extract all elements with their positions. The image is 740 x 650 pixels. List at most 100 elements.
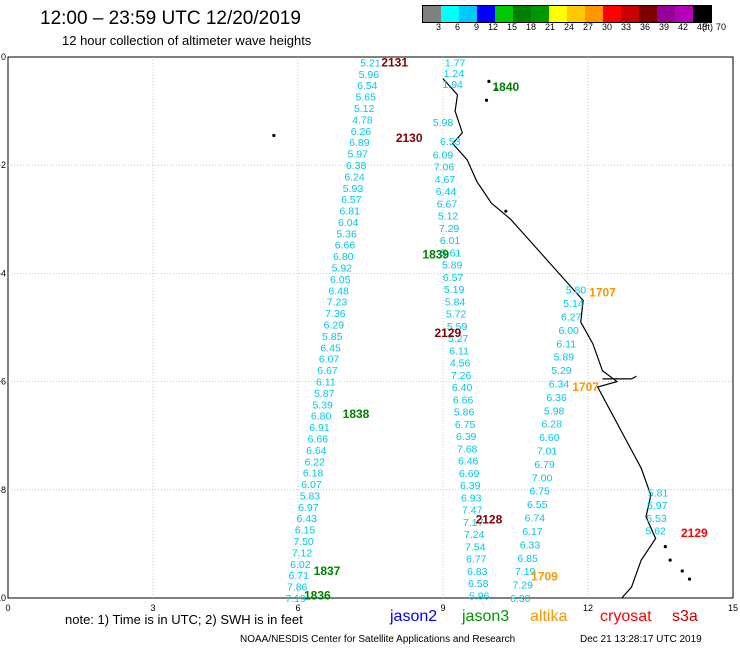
wave-height-value: 6.27 (561, 311, 582, 323)
wave-height-value: 7.19 (515, 566, 536, 578)
wave-height-value: 6.36 (546, 392, 567, 404)
y-tick-label: -8 (0, 485, 6, 495)
wave-height-value: 6.74 (525, 513, 546, 525)
wave-height-value: 7.24 (464, 529, 485, 541)
legend-label: 21 (544, 22, 555, 32)
wave-height-value: 6.69 (459, 468, 480, 480)
legend-label: 70 (715, 22, 726, 32)
wave-height-value: 6.17 (522, 526, 543, 538)
legend-label: 18 (525, 22, 536, 32)
wave-height-value: 6.71 (289, 570, 310, 582)
pass-number-label: 1840 (492, 80, 519, 94)
wave-height-value: 6.01 (440, 235, 461, 247)
wave-height-value: 4.67 (435, 174, 456, 186)
legend-label: 24 (563, 22, 574, 32)
legend-label: 30 (601, 22, 612, 32)
wave-height-value: 5.84 (445, 296, 466, 308)
wave-height-value: 6.00 (558, 325, 579, 337)
y-tick-label: 0 (1, 52, 6, 62)
pass-number-label: 2130 (396, 131, 423, 145)
wave-height-value: 7.68 (457, 443, 478, 455)
legend-swatch (441, 6, 459, 22)
wave-height-value: 6.80 (333, 251, 354, 263)
wave-height-value: 6.09 (433, 149, 454, 161)
wave-height-value: 6.28 (542, 419, 563, 431)
legend-swatch (423, 6, 441, 22)
wave-height-value: 7.06 (434, 162, 455, 174)
wave-height-value: 5.98 (433, 117, 454, 129)
color-legend-bar (422, 5, 712, 23)
wave-height-value: 5.97 (348, 149, 369, 161)
wave-height-value: 6.22 (304, 456, 325, 468)
legend-label: 36 (639, 22, 650, 32)
wave-height-value: 6.93 (461, 492, 482, 504)
wave-height-value: 6.80 (311, 411, 332, 423)
wave-height-value: 5.89 (554, 352, 575, 364)
island-marker (680, 569, 684, 573)
wave-height-value: 7.00 (532, 472, 553, 484)
wave-height-value: 6.75 (529, 486, 550, 498)
legend-swatch (693, 6, 711, 22)
legend-label: 9 (473, 22, 479, 32)
wave-height-value: 7.01 (537, 446, 558, 458)
legend-label: 39 (658, 22, 669, 32)
island-marker (663, 545, 667, 549)
legend-swatch (477, 6, 495, 22)
y-tick-label: -10 (0, 593, 6, 603)
wave-height-value: 6.77 (466, 554, 487, 566)
legend-swatch (495, 6, 513, 22)
wave-height-value: 6.46 (458, 456, 479, 468)
wave-height-value: 6.15 (295, 525, 316, 537)
legend-swatch (459, 6, 477, 22)
wave-height-value: 5.19 (444, 284, 465, 296)
legend-swatch (531, 6, 549, 22)
wave-height-value: 5.27 (448, 333, 469, 345)
wave-height-value: 6.11 (316, 376, 336, 388)
legend-swatch (675, 6, 693, 22)
pass-number-label: 2129 (434, 326, 461, 340)
wave-height-value: 5.21 (360, 57, 381, 69)
wave-height-value: 6.53 (440, 136, 461, 148)
wave-height-value: 5.86 (454, 407, 475, 419)
pass-number-label: 1839 (422, 247, 449, 261)
legend-swatch (603, 6, 621, 22)
wave-height-value: 7.29 (513, 580, 534, 592)
wave-height-value: 6.40 (452, 382, 473, 394)
wave-height-value: 5.12 (438, 211, 459, 223)
river-mouth-path (602, 375, 637, 380)
wave-height-value: 6.07 (301, 479, 322, 491)
wave-height-value: 7.23 (327, 297, 348, 309)
wave-height-value: 6.57 (443, 272, 464, 284)
wave-height-value: 7.12 (292, 547, 313, 559)
wave-height-value: 5.96 (359, 69, 380, 81)
wave-height-value: 7.26 (451, 370, 472, 382)
wave-height-value: 6.48 (328, 285, 349, 297)
wave-height-value: 6.04 (338, 217, 359, 229)
wave-height-value: 6.89 (349, 137, 370, 149)
satellite-name: jason2 (390, 608, 438, 625)
wave-height-value: 6.26 (351, 126, 372, 138)
legend-label: 45 (696, 22, 707, 32)
wave-height-value: 5.87 (314, 388, 335, 400)
wave-height-value: 7.54 (465, 541, 486, 553)
island-marker (494, 87, 498, 92)
coastline (272, 78, 692, 599)
wave-height-value: 6.83 (467, 566, 488, 578)
y-tick-label: -2 (0, 160, 6, 170)
wave-height-value: 1.24 (444, 68, 465, 80)
satellite-name: s3a (672, 608, 698, 625)
wave-height-value: 6.39 (460, 480, 481, 492)
wave-height-value: 6.44 (436, 186, 457, 198)
wave-height-value: 6.30 (510, 593, 531, 605)
legend-label: 6 (454, 22, 460, 32)
wave-height-value: 5.29 (551, 365, 572, 377)
wave-height-value: 6.91 (309, 422, 330, 434)
island-marker (668, 558, 672, 562)
legend-swatch (621, 6, 639, 22)
wave-height-value: 7.36 (325, 308, 346, 320)
wave-height-value: 1.77 (445, 57, 466, 69)
wave-height-value: 6.33 (520, 539, 541, 551)
wave-height-value: 5.65 (355, 92, 376, 104)
x-tick-label: 15 (728, 603, 738, 613)
